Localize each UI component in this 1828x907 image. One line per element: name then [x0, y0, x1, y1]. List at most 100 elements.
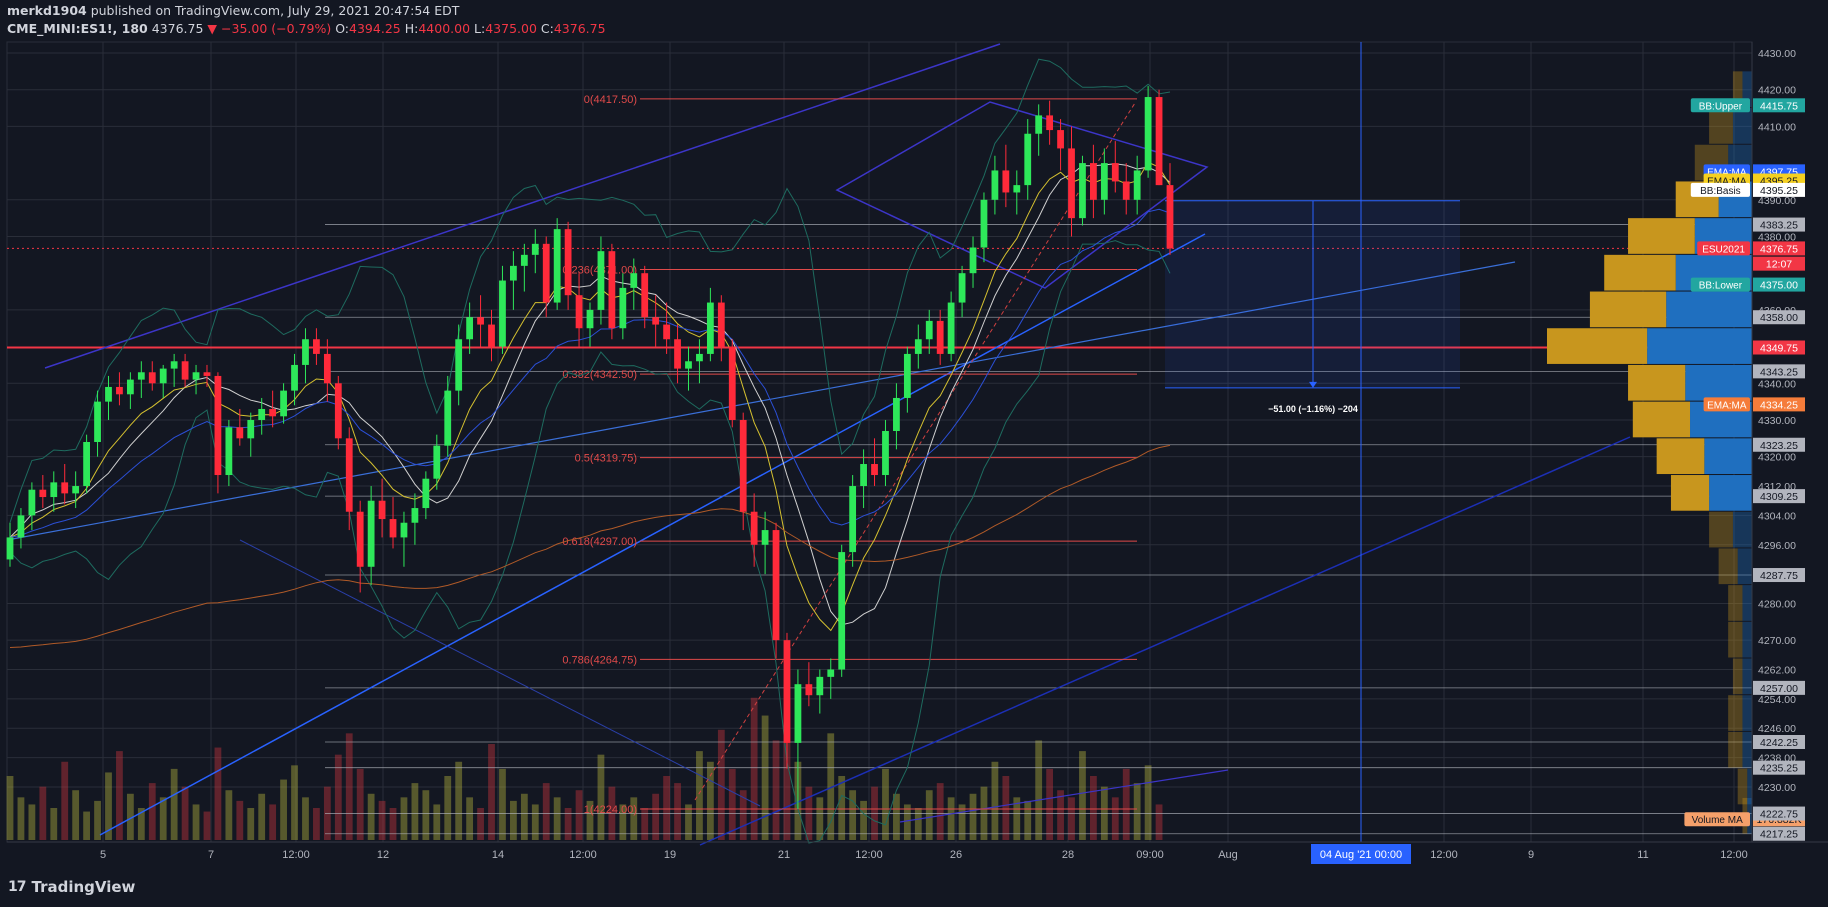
volume-bar — [94, 800, 101, 840]
publish-info: merkd1904 published on TradingView.com, … — [7, 3, 459, 18]
candle-body — [422, 478, 430, 509]
volume-bar — [302, 797, 309, 840]
candle-body — [302, 339, 309, 365]
volume-bar — [1133, 783, 1141, 840]
volume-bar — [1002, 776, 1010, 840]
open-value: 4394.25 — [349, 21, 401, 36]
chart-grid — [6, 41, 1753, 843]
candle-body — [685, 361, 692, 369]
close-value: 4376.75 — [553, 21, 606, 36]
drawing-tools: 0(4417.50)0.236(4371.00)0.382(4342.50)0.… — [6, 42, 1752, 846]
candle-body — [214, 375, 222, 476]
indicator-tag — [1697, 241, 1750, 256]
volume-bar — [159, 797, 167, 840]
candle-body — [510, 265, 517, 281]
time-tick: 12:00 — [1430, 849, 1458, 861]
volume-bar — [750, 697, 758, 840]
profile-sell — [1628, 364, 1686, 401]
time-tick: 12:00 — [569, 849, 597, 861]
price-tag-value: 4334.25 — [1760, 399, 1798, 411]
candle-body — [291, 364, 298, 391]
price-tag — [1753, 826, 1805, 841]
price-tick: 4270.00 — [1758, 635, 1796, 647]
candle-body — [334, 383, 342, 439]
symbol-legend: CME_MINI:ES1!, 180 4376.75 ▼ −35.00 (−0.… — [7, 21, 606, 36]
indicator-tag — [1690, 182, 1750, 197]
time-tick: 09:00 — [1136, 849, 1164, 861]
trend-low — [899, 769, 1229, 823]
price-tag — [1753, 489, 1805, 504]
profile-sell — [1709, 108, 1733, 144]
candle-body — [1090, 163, 1097, 200]
price-tag-value: 4323.25 — [1760, 440, 1798, 452]
candle-body — [236, 427, 244, 439]
low-value: 4375.00 — [485, 21, 537, 36]
volume-bar — [728, 768, 736, 840]
profile-sell — [1589, 291, 1667, 328]
candle-body — [367, 500, 375, 567]
price-tag-value: 4242.25 — [1760, 737, 1798, 749]
symbol-name[interactable]: CME_MINI:ES1!, 180 — [7, 21, 148, 36]
indicator-tag-text: EMA:MA — [1707, 167, 1747, 178]
candle-body — [466, 317, 474, 340]
candle-body — [849, 486, 857, 553]
time-tick: 19 — [664, 849, 676, 861]
candle-body — [816, 676, 824, 696]
profile-buy — [1732, 108, 1752, 144]
price-tick: 4230.00 — [1758, 782, 1796, 794]
volume-bar — [148, 783, 156, 840]
profile-sell — [1604, 254, 1676, 291]
volume-bar — [1079, 751, 1086, 840]
indicator-tag-text: ESU2021 — [1702, 244, 1745, 255]
price-axis[interactable]: 4430.004420.004410.004390.004380.004360.… — [1684, 42, 1828, 842]
price-tag-value: 4287.75 — [1760, 570, 1798, 582]
candle-body — [378, 500, 386, 520]
candle-body — [728, 346, 736, 420]
candle-body — [83, 442, 90, 487]
price-tag-value: 4222.75 — [1760, 809, 1798, 821]
price-tick: 4420.00 — [1758, 85, 1796, 97]
profile-sell — [1737, 768, 1748, 805]
price-tag — [1753, 241, 1805, 256]
price-tag — [1753, 760, 1805, 775]
volume-bar — [126, 793, 134, 840]
volume-bar — [674, 783, 681, 840]
time-tick: 9 — [1528, 849, 1534, 861]
volume-bar — [860, 800, 867, 840]
candle-body — [1046, 115, 1054, 131]
tradingview-brand[interactable]: 17 TradingView — [8, 878, 135, 896]
candle-body — [72, 486, 80, 494]
indicator-tag-text: EMA:MA — [1707, 400, 1747, 411]
price-tick: 4262.00 — [1758, 665, 1796, 677]
last-price: 4376.75 — [151, 21, 204, 36]
candle-body — [203, 372, 211, 376]
measure-label: −51.00 (−1.16%) −204 — [1268, 404, 1358, 414]
bb-lower — [9, 240, 1171, 844]
candlestick-series — [6, 86, 1174, 809]
volume-bar — [466, 797, 474, 840]
author-name[interactable]: merkd1904 — [7, 3, 87, 18]
candle-body — [969, 247, 977, 274]
volume-bar — [83, 811, 90, 840]
indicator-tag-text: BB:Lower — [1699, 281, 1743, 292]
price-tag — [1753, 98, 1805, 113]
time-axis[interactable]: 5 7 12:00 12 14 12:00 19 21 12:00 26 28 09:00 Aug 04 … — [7, 841, 1828, 864]
volume-bar — [367, 793, 375, 840]
candle-body — [936, 320, 944, 354]
channel-lower — [99, 233, 1206, 836]
publish-date: published on TradingView.com, July 29, 2… — [90, 3, 460, 18]
indicator-tag — [1690, 98, 1750, 113]
candle-body — [477, 317, 484, 325]
volume-bar — [488, 744, 495, 840]
volume-bar — [455, 761, 463, 840]
trend-long — [699, 436, 1631, 846]
candle-body — [893, 397, 900, 431]
profile-sell — [1632, 401, 1691, 438]
candle-body — [750, 511, 758, 545]
volume-bar — [630, 797, 638, 840]
candle-body — [860, 464, 867, 487]
profile-buy — [1742, 621, 1752, 658]
fib-level-label: 1(4224.00) — [584, 804, 637, 816]
volume-bar — [389, 808, 397, 840]
